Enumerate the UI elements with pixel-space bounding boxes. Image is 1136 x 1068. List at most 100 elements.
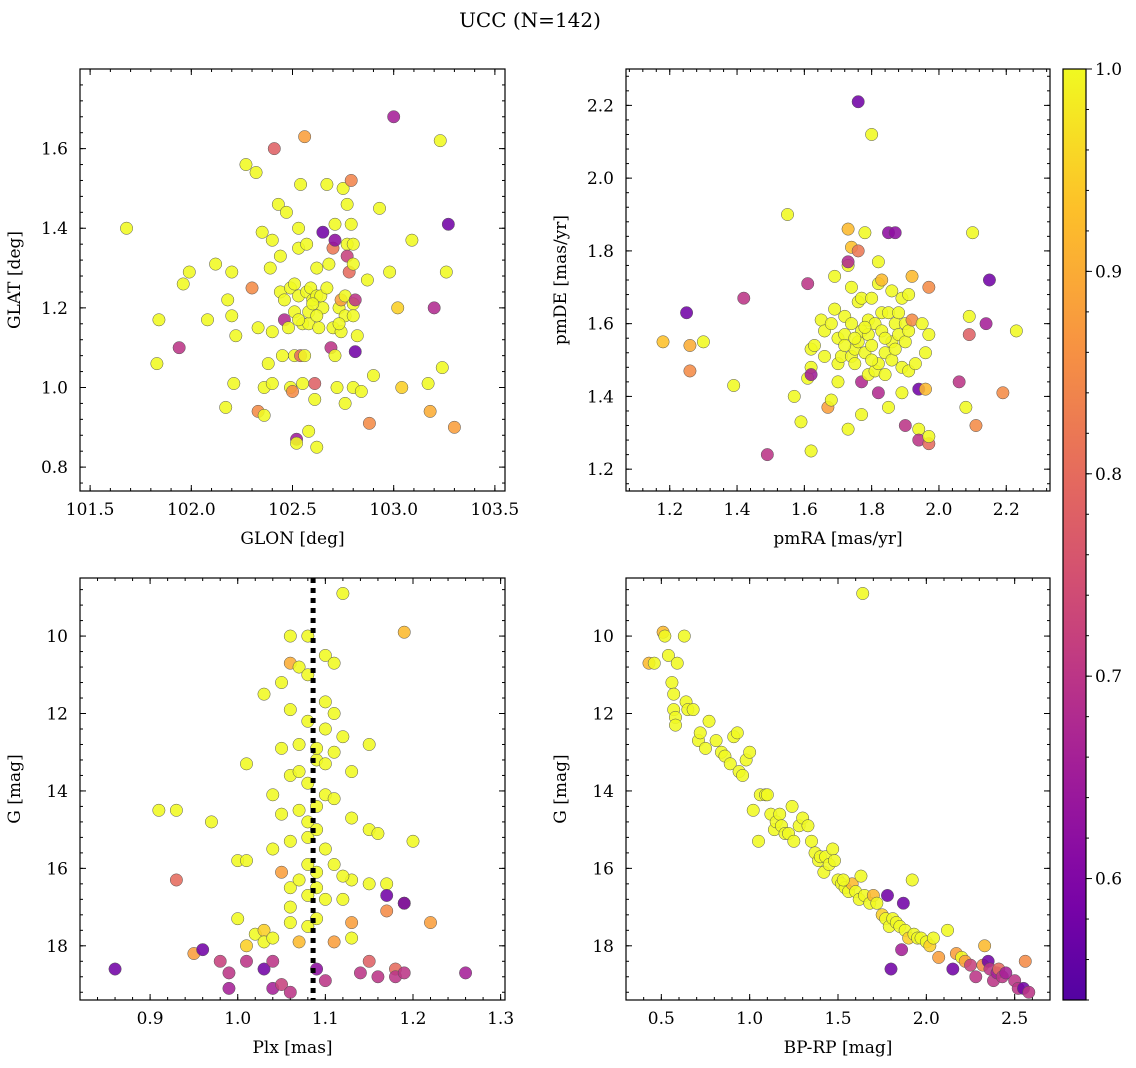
scatter-point xyxy=(875,273,889,287)
scatter-point xyxy=(855,408,869,422)
y-tick-label: 10 xyxy=(46,627,68,647)
scatter-point xyxy=(683,364,697,378)
scatter-point xyxy=(292,935,306,949)
scatter-point xyxy=(969,970,983,984)
scatter-point xyxy=(696,335,710,349)
colorbar-tick-label: 0.9 xyxy=(1095,262,1122,282)
scatter-point xyxy=(176,277,190,291)
scatter-point xyxy=(249,166,263,179)
x-tick-label: 1.2 xyxy=(399,1009,426,1029)
scatter-point xyxy=(919,346,932,360)
scatter-point xyxy=(781,208,794,221)
scatter-point xyxy=(824,317,838,331)
scatter-point xyxy=(387,110,401,124)
scatter-point xyxy=(362,954,376,968)
y-tick-label: 14 xyxy=(46,782,68,802)
x-axis-label: BP-RP [mag] xyxy=(784,1038,893,1058)
scatter-point xyxy=(845,317,858,331)
scatter-point xyxy=(265,325,279,339)
scatter-point xyxy=(656,335,670,349)
scatter-point xyxy=(794,415,808,429)
scatter-point xyxy=(441,217,455,231)
scatter-point xyxy=(227,377,241,390)
scatter-point xyxy=(328,233,342,247)
scatter-point xyxy=(818,349,831,363)
scatter-point xyxy=(336,892,350,906)
scatter-point xyxy=(831,375,845,389)
axes-frame xyxy=(79,577,506,1001)
x-tick-label: 0.9 xyxy=(137,1009,164,1029)
x-tick-label: 103.5 xyxy=(471,500,520,520)
scatter-point xyxy=(255,225,269,239)
scatter-point xyxy=(290,436,303,450)
scatter-point xyxy=(881,889,894,902)
scatter-point xyxy=(283,985,297,999)
scatter-point xyxy=(169,803,183,817)
scatter-point xyxy=(345,765,359,779)
scatter-point xyxy=(338,396,352,410)
scatter-point xyxy=(283,900,297,914)
x-tick-label: 2.2 xyxy=(993,500,1020,520)
scatter-point xyxy=(922,328,936,342)
scatter-point xyxy=(962,328,976,342)
scatter-point xyxy=(257,687,271,701)
scatter-point xyxy=(261,357,275,371)
scatter-point xyxy=(336,869,350,883)
y-tick-label: 12 xyxy=(592,705,614,725)
scatter-point xyxy=(367,369,380,382)
scatter-point xyxy=(275,865,288,879)
scatter-point xyxy=(310,261,324,275)
scatter-point xyxy=(805,834,818,848)
scatter-point xyxy=(292,660,306,674)
scatter-point xyxy=(946,962,960,976)
scatter-point xyxy=(219,400,233,414)
scatter-point xyxy=(1018,954,1032,968)
scatter-point xyxy=(677,629,691,643)
scatter-point xyxy=(865,128,879,141)
scatter-point xyxy=(265,233,279,247)
scatter-point xyxy=(773,807,787,821)
scatter-point xyxy=(330,381,344,394)
scatter-point xyxy=(345,811,359,825)
scatter-point xyxy=(447,420,461,434)
x-tick-label: 1.1 xyxy=(312,1009,339,1029)
scatter-point xyxy=(845,280,858,294)
scatter-point xyxy=(318,757,332,771)
x-axis-label: pmRA [mas/yr] xyxy=(773,529,902,549)
scatter-point xyxy=(686,703,700,717)
scatter-point xyxy=(405,233,419,247)
y-tick-label: 2.0 xyxy=(587,169,614,189)
scatter-point xyxy=(902,324,916,338)
scatter-point xyxy=(266,931,280,945)
scatter-point xyxy=(836,873,850,887)
scatter-point xyxy=(283,629,297,643)
scatter-point xyxy=(397,625,411,639)
scatter-point xyxy=(1022,985,1036,999)
x-axis-label: Plx [mas] xyxy=(252,1038,332,1058)
scatter-point xyxy=(360,273,374,287)
scatter-point xyxy=(240,757,253,771)
scatter-point xyxy=(699,741,712,755)
scatter-point xyxy=(373,201,386,215)
scatter-points xyxy=(120,110,461,454)
scatter-point xyxy=(915,317,929,331)
x-tick-label: 1.3 xyxy=(487,1009,514,1029)
scatter-point xyxy=(959,400,973,414)
scatter-point xyxy=(667,687,681,701)
scatter-point xyxy=(670,656,684,670)
scatter-point xyxy=(787,834,801,848)
scatter-point xyxy=(320,281,334,295)
scatter-point xyxy=(804,444,818,458)
scatter-point xyxy=(240,939,253,953)
scatter-points xyxy=(108,587,473,999)
scatter-point xyxy=(152,803,166,817)
colorbar-tick-label: 1.0 xyxy=(1095,60,1122,80)
scatter-point xyxy=(878,368,892,382)
axes-frame xyxy=(625,577,1051,1001)
scatter-point xyxy=(380,877,394,891)
scatter-point xyxy=(263,261,277,275)
scatter-point xyxy=(851,244,865,258)
scatter-point xyxy=(406,834,420,848)
scatter-point xyxy=(421,377,435,390)
scatter-point xyxy=(895,386,909,400)
